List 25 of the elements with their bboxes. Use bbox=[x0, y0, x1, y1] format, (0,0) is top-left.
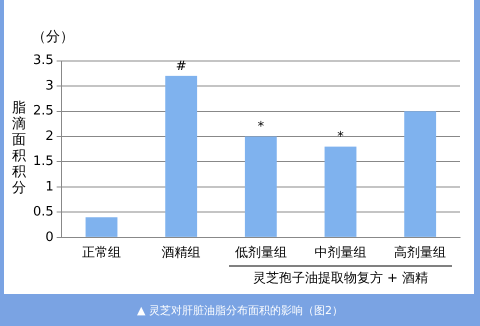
y-tick-label: 1 bbox=[45, 179, 54, 194]
text: （分） bbox=[32, 28, 74, 46]
y-tick-label: 2.5 bbox=[32, 104, 54, 119]
y-tick-label: 2 bbox=[45, 128, 54, 144]
bar bbox=[244, 136, 277, 237]
y-tick-label: 3.5 bbox=[32, 53, 54, 68]
x-tick-label: 中剂量组 bbox=[314, 244, 366, 261]
bar bbox=[404, 111, 436, 237]
y-axis-title: 脂滴面积积分 bbox=[12, 100, 27, 196]
y-tick-label: 0 bbox=[45, 230, 54, 245]
x-tick-label: 酒精组 bbox=[162, 246, 201, 261]
x-tick-label: 正常组 bbox=[82, 246, 122, 261]
annotation: * bbox=[258, 119, 265, 134]
bar bbox=[165, 76, 198, 237]
y-tick-label: 0.5 bbox=[32, 204, 54, 220]
y-tick-label: 1.5 bbox=[32, 154, 54, 170]
annotation: # bbox=[176, 58, 187, 74]
y-tick-label: 3 bbox=[45, 78, 54, 94]
bar bbox=[324, 146, 356, 237]
x-tick-label: 低剂量组 bbox=[234, 244, 287, 261]
bar bbox=[86, 217, 118, 237]
x-tick-label: 高剂量组 bbox=[394, 244, 446, 261]
text: ▲ 灵芝对肝脏油脂分布面积的影响（图2） bbox=[136, 303, 344, 318]
annotation: * bbox=[337, 129, 344, 144]
text: 灵芝孢子油提取物复方 + 酒精 bbox=[252, 270, 428, 286]
